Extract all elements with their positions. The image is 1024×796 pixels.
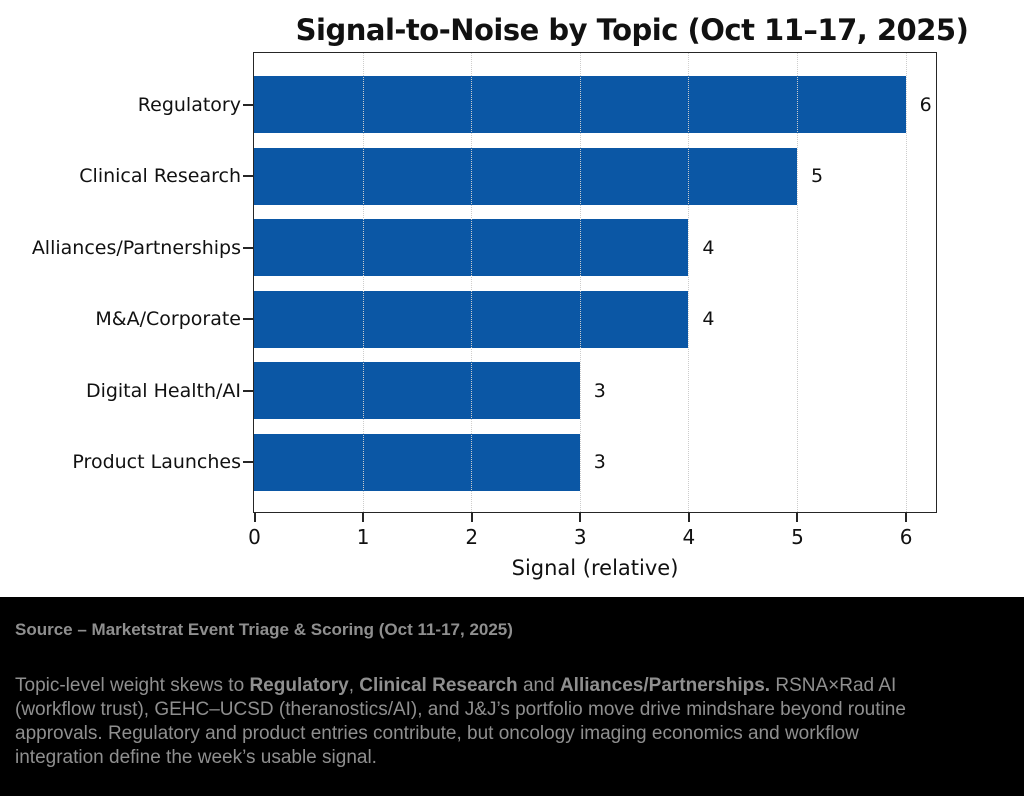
text-segment: , — [348, 675, 360, 696]
footer: Source – Marketstrat Event Triage & Scor… — [0, 597, 1024, 796]
footer-paragraph: Topic-level weight skews to Regulatory, … — [15, 674, 923, 770]
y-tick-label: Clinical Research — [79, 165, 241, 187]
x-tick-mark — [905, 513, 908, 522]
bar — [254, 433, 580, 491]
y-tick-mark — [242, 246, 253, 249]
bar — [254, 147, 797, 205]
y-tick-mark — [242, 318, 253, 320]
plot-area: Regulatory 6 Clinical Research 5 Alliances/P… — [32, 52, 937, 513]
text-segment: Alliances/Partnerships. — [559, 675, 771, 696]
bar-row: Clinical Research 5 — [79, 147, 936, 205]
y-tick-mark — [242, 103, 253, 106]
bar-row: Digital Health/AI 3 — [86, 362, 936, 419]
bar-value-label: 3 — [593, 451, 606, 473]
bar — [254, 219, 689, 276]
text-segment: and — [517, 675, 560, 696]
x-tick-mark — [579, 513, 582, 522]
bar — [254, 362, 580, 419]
text-segment: Clinical Research — [359, 675, 518, 696]
y-tick-label: M&A/Corporate — [95, 308, 241, 330]
bar-value-label: 6 — [919, 93, 932, 116]
x-tick-mark — [470, 513, 473, 522]
x-tick-label: 5 — [791, 525, 804, 549]
y-tick-mark — [242, 389, 253, 392]
bar-row: Regulatory 6 — [138, 76, 936, 133]
x-tick-label: 2 — [465, 525, 479, 549]
x-tick-label: 4 — [682, 525, 696, 549]
x-tick-mark — [253, 513, 256, 522]
x-tick-mark — [687, 513, 690, 522]
x-axis: 0 1 2 3 4 5 6 — [248, 513, 936, 555]
y-tick-mark — [242, 175, 253, 177]
chart-title: Signal-to-Noise by Topic (Oct 11–17, 202… — [295, 13, 969, 47]
text-segment: Topic-level weight skews to — [15, 675, 250, 696]
bar — [254, 76, 906, 133]
bar-rows: Regulatory 6 Clinical Research 5 Alliances/P… — [32, 53, 936, 512]
bar-value-label: 5 — [810, 165, 824, 187]
x-tick-label: 3 — [573, 525, 587, 549]
bar-row: Product Launches 3 — [72, 433, 936, 491]
x-tick-label: 1 — [356, 525, 370, 549]
x-tick-mark — [362, 513, 365, 522]
source-line: Source – Marketstrat Event Triage & Scor… — [15, 620, 513, 639]
y-tick-label: Product Launches — [72, 451, 241, 473]
bar — [254, 290, 689, 348]
text-segment: RSNA×Rad AI (workflow trust), GEHC–UCSD … — [15, 675, 906, 768]
y-tick-label: Regulatory — [137, 93, 241, 116]
bar-row: Alliances/Partnerships 4 — [32, 219, 936, 276]
bar-row: M&A/Corporate 4 — [95, 290, 936, 348]
bar-value-label: 4 — [702, 236, 715, 259]
bar-value-label: 3 — [593, 379, 606, 402]
x-tick-label: 6 — [899, 525, 913, 549]
text-segment: Regulatory — [249, 675, 349, 696]
x-axis-label: Signal (relative) — [511, 556, 679, 580]
y-tick-label: Alliances/Partnerships — [31, 236, 241, 259]
y-tick-label: Digital Health/AI — [85, 379, 241, 402]
x-tick-label: 0 — [248, 525, 261, 549]
bar-value-label: 4 — [702, 308, 715, 330]
x-tick-mark — [796, 513, 799, 522]
y-tick-mark — [242, 461, 253, 463]
